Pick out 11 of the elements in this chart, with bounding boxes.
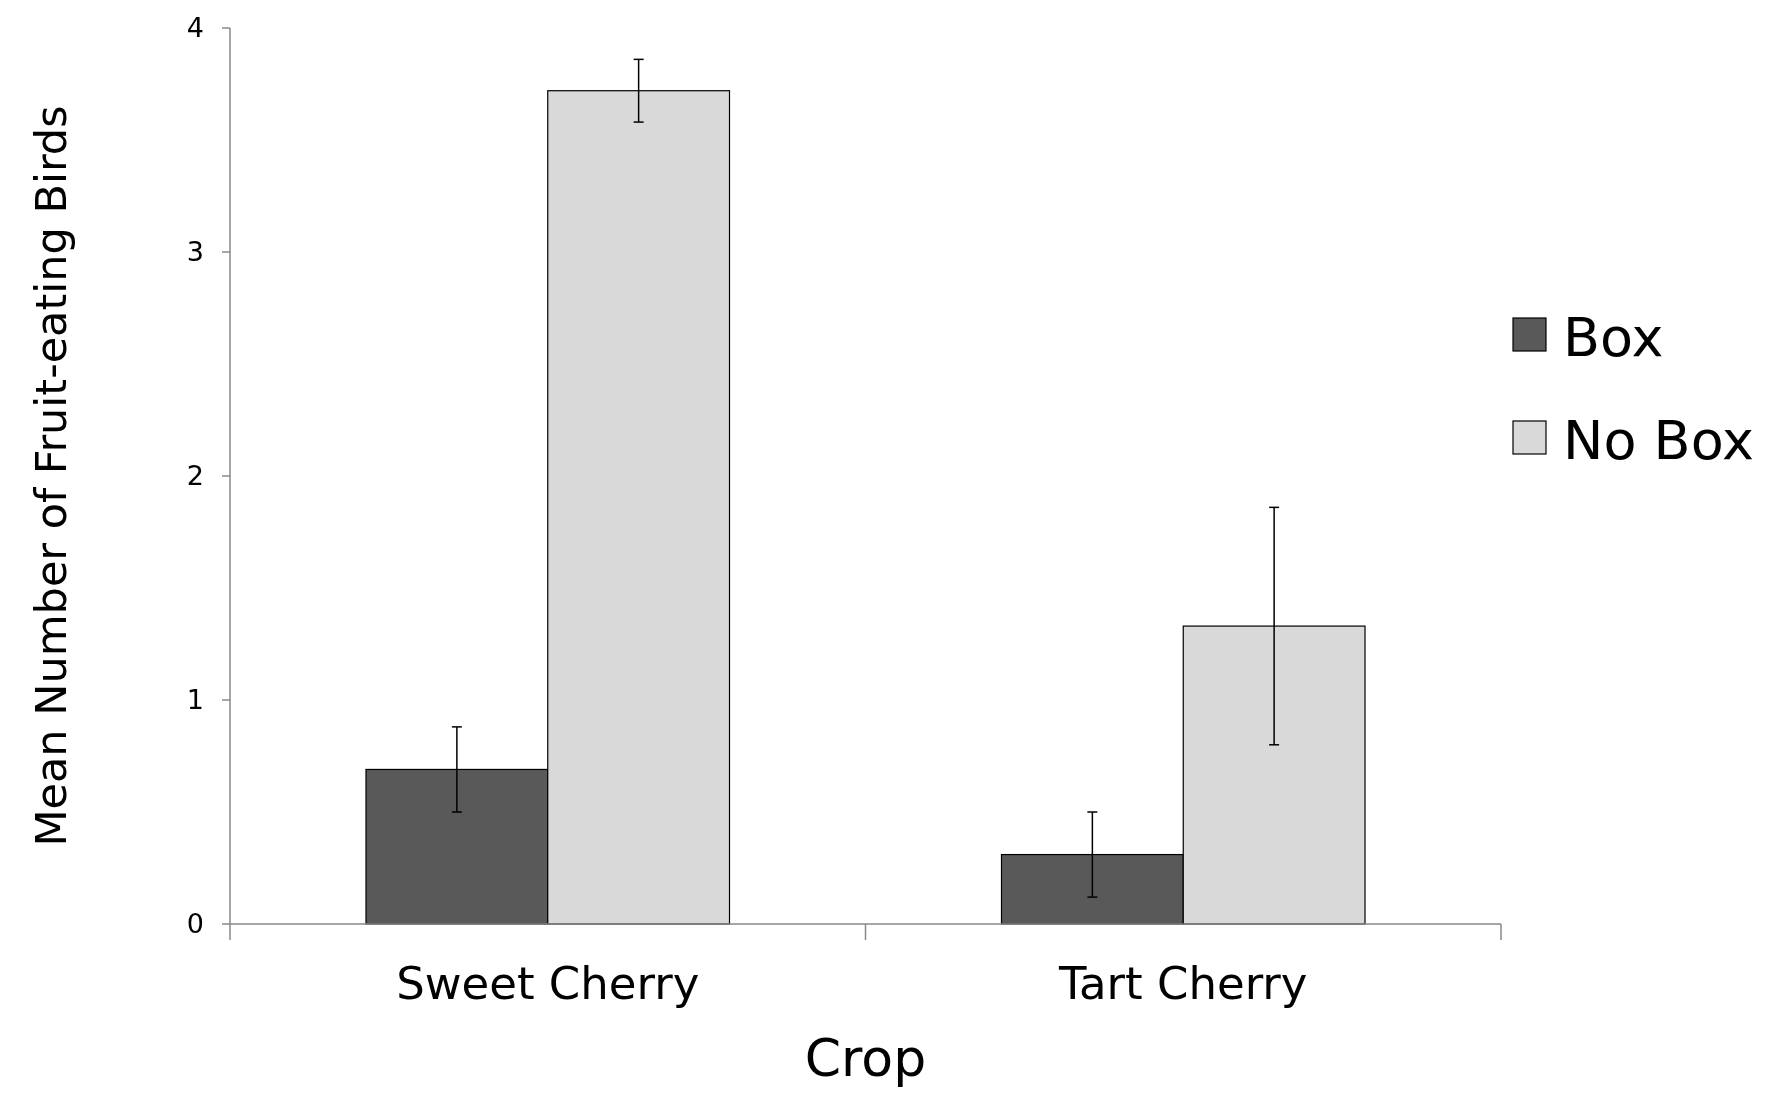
y-axis-title: Mean Number of Fruit-eating Birds — [26, 105, 76, 847]
y-tick-label: 4 — [186, 12, 204, 44]
x-tick-label: Tart Cherry — [1057, 957, 1308, 1010]
legend-label: Box — [1563, 305, 1664, 369]
x-tick-label: Sweet Cherry — [396, 957, 700, 1010]
x-axis-title: Crop — [804, 1028, 927, 1088]
y-tick-label: 2 — [186, 460, 204, 492]
y-tick-label: 3 — [186, 236, 204, 268]
y-tick-label: 1 — [186, 684, 204, 716]
legend-label: No Box — [1563, 408, 1754, 472]
y-tick-label: 0 — [186, 908, 204, 940]
